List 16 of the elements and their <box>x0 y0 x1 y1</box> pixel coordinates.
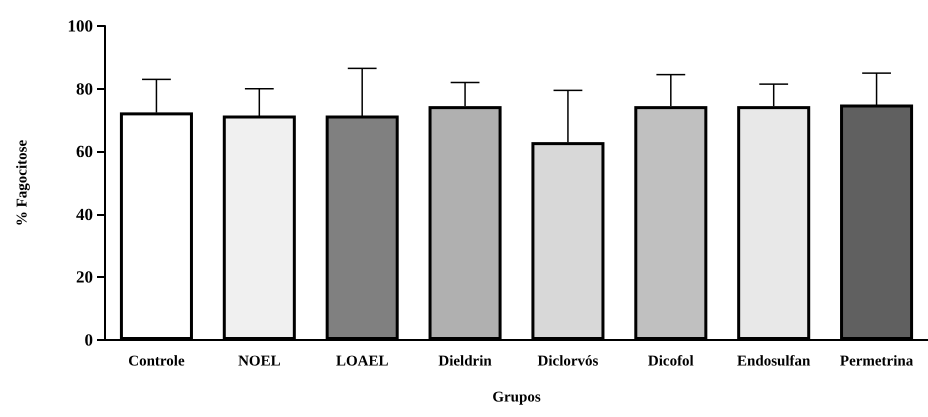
y-tick-label: 0 <box>84 330 93 350</box>
x-tick-label: Permetrina <box>840 354 914 370</box>
x-tick-label: Diclorvós <box>538 354 599 370</box>
x-tick-label: Dicofol <box>648 354 694 370</box>
y-tick-label: 40 <box>76 204 93 224</box>
y-tick-label: 100 <box>68 16 93 36</box>
x-tick-label: NOEL <box>238 354 281 370</box>
y-tick-label: 60 <box>76 142 93 162</box>
x-tick-label: LOAEL <box>336 354 388 370</box>
y-tick-label: 80 <box>76 79 93 98</box>
y-tick-label: 20 <box>76 268 93 287</box>
x-tick-label: Dieldrin <box>438 354 492 370</box>
x-tick-label: Endosulfan <box>737 354 812 370</box>
x-tick-label: Controle <box>128 354 185 370</box>
y-axis-title: % Fagocitose <box>14 140 30 226</box>
x-axis-title: Grupos <box>492 390 541 406</box>
